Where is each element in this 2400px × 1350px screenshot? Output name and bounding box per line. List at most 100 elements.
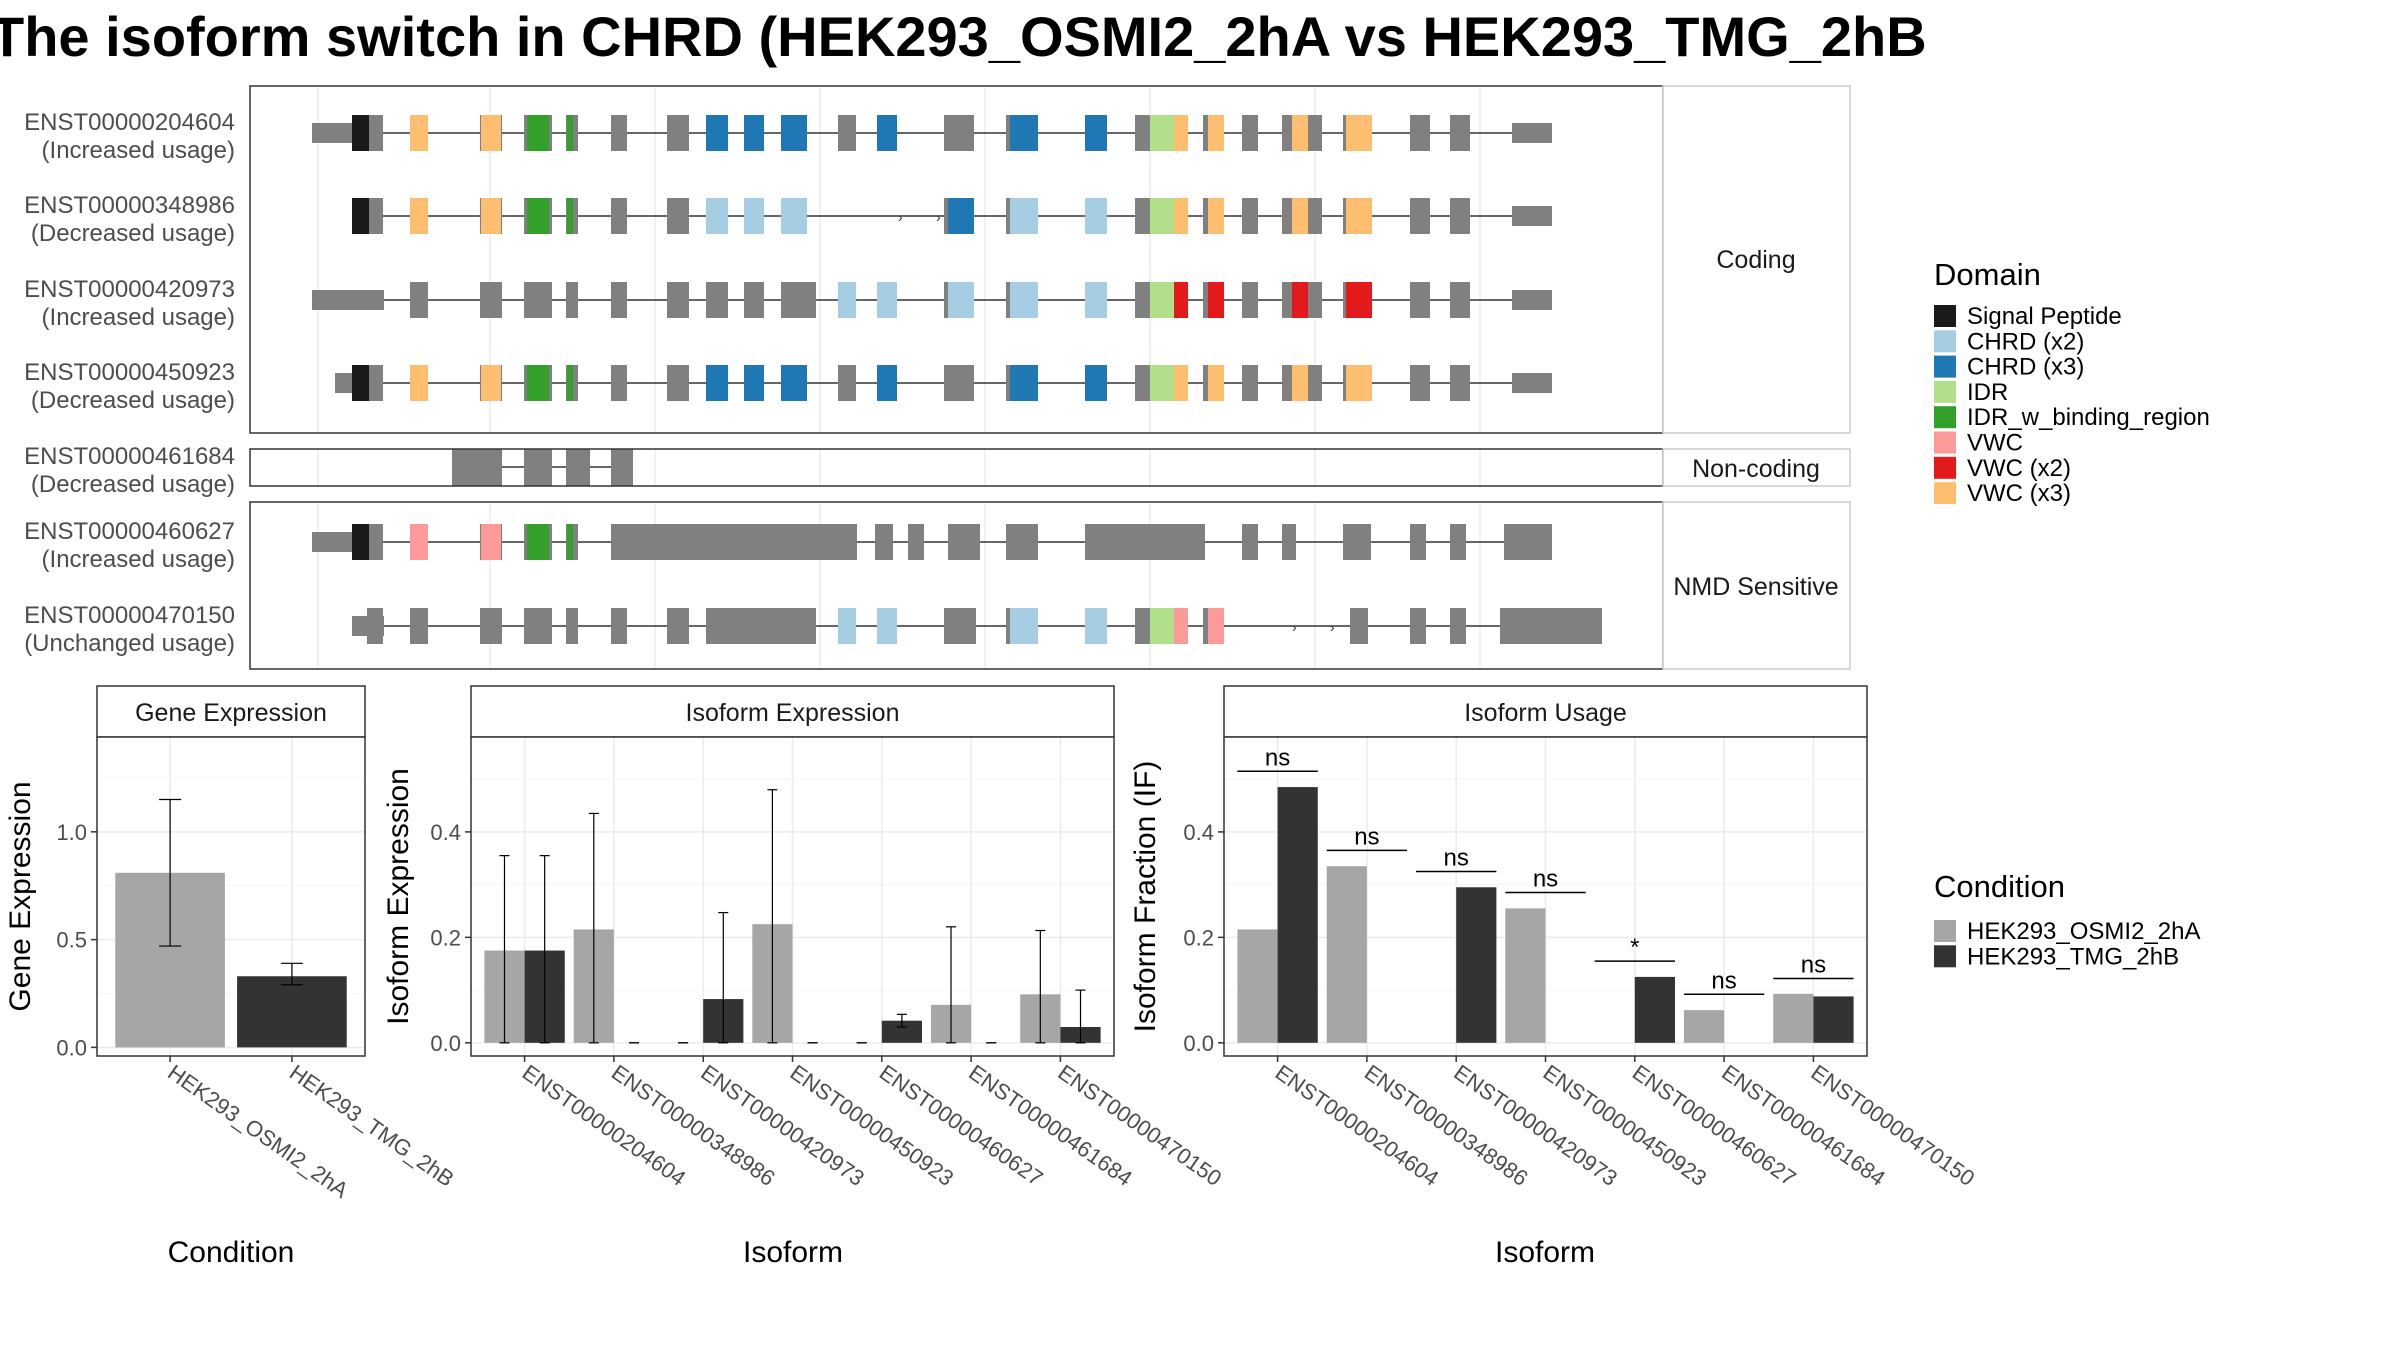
chart-panel-1: Isoform Expression 0.0 0.2 0.4 ENST000002046… (382, 685, 1226, 1269)
figure-title: The isoform switch in CHRD (HEK293_OSMI2… (0, 5, 1927, 68)
x-axis-title: Isoform (1495, 1236, 1595, 1269)
exon (410, 282, 428, 318)
exon (1410, 115, 1430, 151)
y-tick-label: 0.0 (56, 1035, 87, 1060)
exon (480, 608, 502, 644)
domain-legend-title: Domain (1934, 257, 2041, 292)
exon (792, 282, 816, 318)
domain-legend-label: VWC (x3) (1967, 480, 2071, 507)
exon (524, 449, 552, 486)
x-axis-title: Condition (168, 1236, 295, 1269)
y-tick-label: 0.5 (56, 928, 87, 953)
domain-G (527, 524, 549, 560)
exon (667, 115, 689, 151)
x-tick-label: ENST00000348986 (607, 1060, 780, 1191)
domain-O (481, 115, 501, 151)
domain-O (1208, 115, 1224, 151)
x-tick-label: ENST00000348986 (1360, 1060, 1533, 1191)
domain-B (781, 115, 807, 151)
exon (410, 608, 428, 644)
exon (944, 365, 974, 401)
bar (1813, 996, 1854, 1043)
intron-arrow: › (1292, 619, 1297, 635)
utr-exon (1512, 373, 1552, 393)
domain-L (1010, 282, 1038, 318)
bar (1456, 887, 1497, 1043)
y-tick-label: 0.4 (1183, 820, 1214, 845)
exon (1500, 608, 1602, 644)
y-tick-label: 0.2 (430, 925, 461, 950)
exon (611, 365, 627, 401)
domain-O (410, 198, 428, 234)
x-tick-label: ENST00000460627 (875, 1060, 1048, 1191)
significance-label: * (1630, 934, 1639, 961)
bar (237, 976, 347, 1048)
exon (524, 608, 552, 644)
domain-G (567, 198, 573, 234)
domain-O (410, 365, 428, 401)
domain-legend-label: IDR (1967, 379, 2008, 406)
row-label-usage: (Increased usage) (42, 304, 235, 331)
exon (908, 524, 924, 560)
exon (1242, 282, 1258, 318)
x-tick-label: ENST00000420973 (696, 1060, 869, 1191)
domain-G (567, 365, 573, 401)
domain-legend-key (1934, 456, 1956, 479)
exon (1085, 524, 1205, 560)
significance-label: ns (1711, 967, 1736, 994)
exon (367, 608, 383, 644)
bar (1683, 1010, 1725, 1043)
domain-O (1174, 198, 1188, 234)
row-label-id: ENST00000450923 (24, 359, 235, 386)
utr-exon (1512, 290, 1552, 310)
domain-I (1150, 608, 1174, 644)
exon (1410, 198, 1430, 234)
domain-legend-label: CHRD (x2) (1967, 328, 2084, 355)
chart-panel-2: Isoform Usage ns ns ns ns * ns ns 0.0 0.2 0.4 ENST0… (1129, 685, 1979, 1269)
y-tick-label: 0.2 (1183, 925, 1214, 950)
panel-strip (1223, 685, 1868, 738)
x-tick-label: ENST00000420973 (1449, 1060, 1622, 1191)
domain-O (481, 365, 501, 401)
chart-panel-0: Gene Expression0.00.51.0HEK293_OSMI2_2hA… (4, 685, 459, 1269)
row-label-usage: (Decreased usage) (31, 220, 235, 247)
exon (452, 449, 502, 486)
domain-K (352, 115, 369, 151)
utr-exon (312, 532, 354, 552)
domain-L (877, 282, 897, 318)
exon (838, 365, 856, 401)
domain-O (1174, 365, 1188, 401)
domain-legend-label: CHRD (x3) (1967, 354, 2084, 381)
panel-title: Gene Expression (135, 699, 327, 727)
exon (1242, 524, 1258, 560)
exon (944, 608, 976, 644)
domain-B (1085, 115, 1107, 151)
transcript-structure-panel: › › › › (249, 85, 1664, 670)
exon (566, 282, 578, 318)
significance-label: ns (1533, 866, 1558, 893)
exon (1450, 115, 1470, 151)
x-axis-title: Isoform (743, 1236, 843, 1269)
domain-O (1292, 365, 1308, 401)
exon (744, 282, 764, 318)
domain-I (1150, 198, 1174, 234)
exon (1410, 524, 1426, 560)
exon (367, 198, 383, 234)
row-label-usage: (Unchanged usage) (24, 630, 235, 657)
domain-L (948, 282, 974, 318)
domain-O (1346, 365, 1372, 401)
exon (1450, 282, 1470, 318)
domain-legend-label: Signal Peptide (1967, 303, 2122, 330)
exon (1450, 365, 1470, 401)
y-axis-title: Gene Expression (4, 781, 37, 1011)
domain-B (706, 115, 728, 151)
utr-exon (312, 290, 384, 310)
exon (706, 608, 792, 644)
strip-nmd-box (1662, 501, 1851, 670)
domain-L (838, 608, 856, 644)
row-label-usage: (Decreased usage) (31, 471, 235, 498)
condition-legend-key (1934, 920, 1956, 942)
utr-exon (1512, 206, 1552, 226)
exon (706, 282, 728, 318)
exon (667, 365, 689, 401)
